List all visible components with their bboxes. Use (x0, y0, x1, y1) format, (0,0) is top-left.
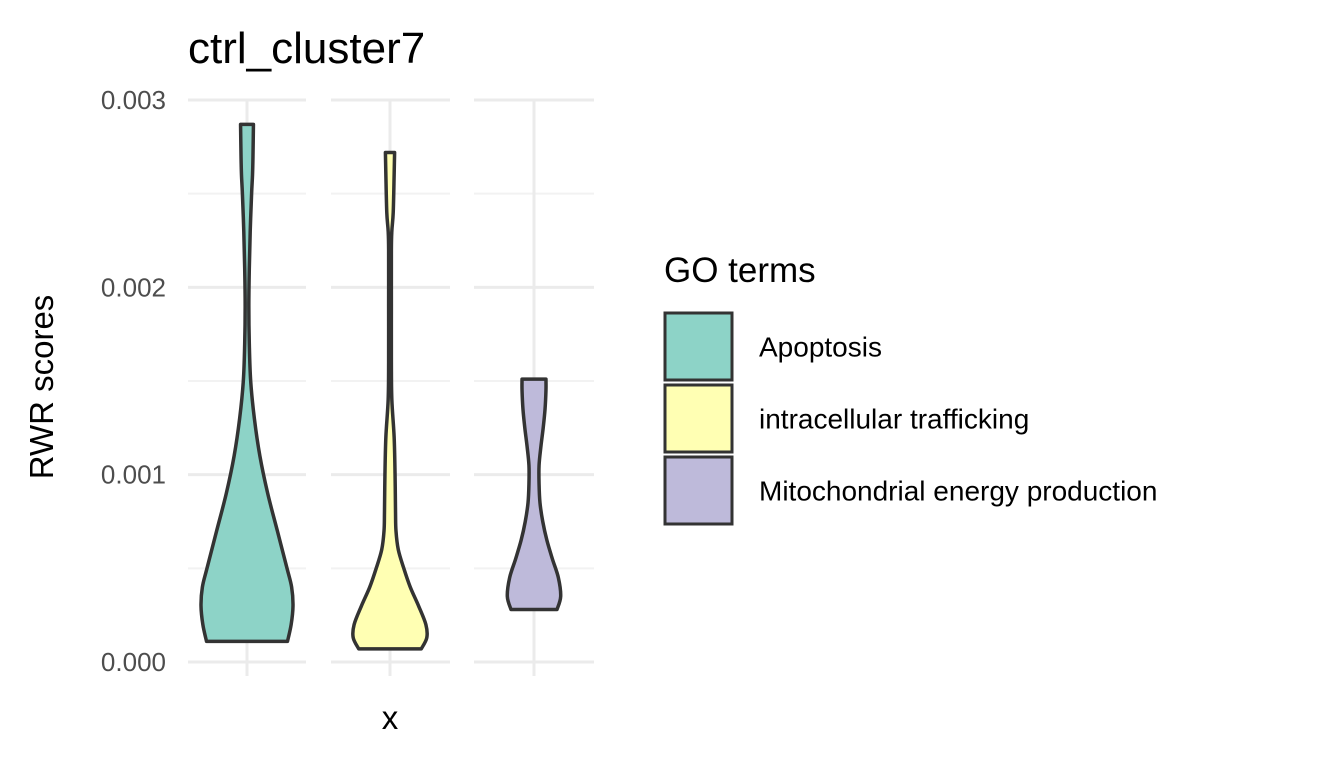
legend-key-intracellular-trafficking (663, 383, 734, 454)
x-axis-title: x (382, 699, 399, 736)
chart-title: ctrl_cluster7 (188, 24, 425, 73)
violin-intracellular-trafficking (351, 150, 429, 651)
legend-items: Apoptosis intracellular trafficking Mitoch… (663, 311, 1157, 526)
legend-key-apoptosis (663, 311, 734, 382)
legend-label-intracellular-trafficking: intracellular trafficking (759, 404, 1029, 435)
y-tick-label: 0.000 (101, 647, 166, 677)
violin-apoptosis (199, 122, 295, 644)
y-tick-label: 0.002 (101, 272, 166, 302)
legend-label-apoptosis: Apoptosis (759, 332, 882, 363)
y-tick-label: 0.001 (101, 460, 166, 490)
violin-layer (199, 122, 563, 651)
legend-title: GO terms (664, 251, 816, 290)
legend-label-mitochondrial-energy-production: Mitochondrial energy production (759, 476, 1157, 507)
y-axis-ticks: 0.000 0.001 0.002 0.003 (101, 85, 166, 677)
y-axis-title: RWR scores (23, 295, 60, 480)
y-tick-label: 0.003 (101, 85, 166, 115)
violin-mitochondrial-energy-production (505, 377, 563, 612)
legend: GO terms Apoptosis intracellular traffick… (663, 251, 1157, 526)
legend-key-mitochondrial-energy-production (663, 455, 734, 526)
